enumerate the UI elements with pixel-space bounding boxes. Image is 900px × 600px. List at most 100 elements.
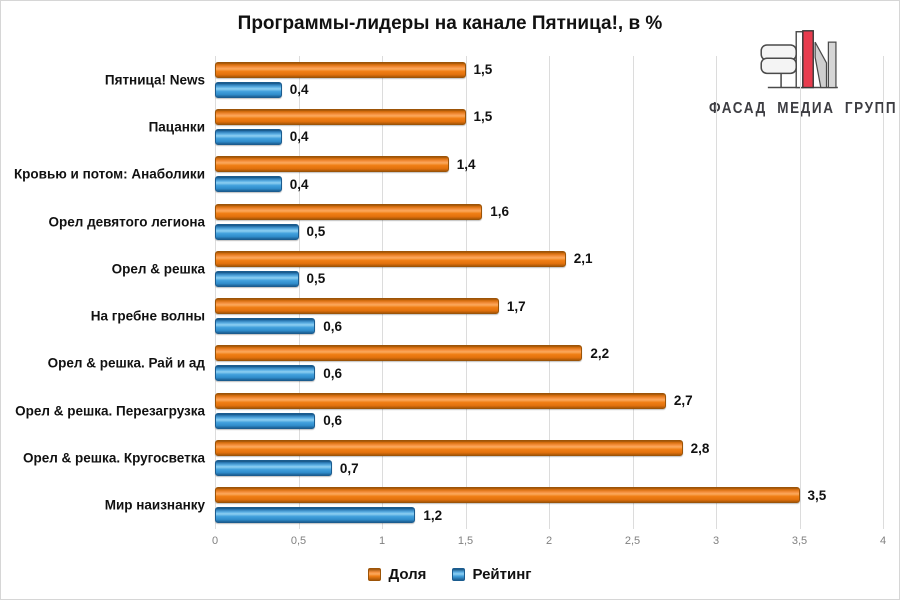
legend-swatch-share xyxy=(368,567,382,581)
bar-line: 2,7 xyxy=(215,392,883,409)
bar-line: 1,5 xyxy=(215,108,883,125)
logo-text: ФАСАД МЕДИА ГРУПП xyxy=(709,99,898,117)
category-label: Орел & решка. Рай и ад xyxy=(47,355,205,371)
rating-bar xyxy=(215,412,316,429)
share-bar xyxy=(215,250,566,267)
x-tick-label: 0 xyxy=(211,535,219,547)
category-label: Пятница! News xyxy=(104,72,205,88)
bar-group: Пятница! News 1,5 0,4 xyxy=(105,56,883,103)
x-tick-label: 3,5 xyxy=(791,535,808,547)
bar-line: 0,6 xyxy=(215,365,883,382)
gridline xyxy=(883,56,884,529)
x-axis: 0 0,5 1 1,5 2 2,5 3 3,5 4 xyxy=(211,535,887,551)
bar-line: 1,5 xyxy=(215,61,883,78)
value-label: 1,5 xyxy=(473,109,493,125)
bar-line: 2,8 xyxy=(215,440,883,457)
value-label: 1,4 xyxy=(456,156,476,172)
rating-bar xyxy=(215,318,316,335)
legend-label-share: Доля xyxy=(388,565,427,583)
category-label: Орел & решка. Кругосветка xyxy=(22,450,205,466)
bar-group: Кровью и потом: Анаболики 1,4 0,4 xyxy=(14,151,883,198)
gridline xyxy=(215,56,216,529)
plot-area: Пятница! News 1,5 0,4 Пацанки 1,5 0,4 Кровью и… xyxy=(14,56,884,529)
category-label: Пацанки xyxy=(148,119,205,135)
bar-line: 0,5 xyxy=(215,223,883,240)
gridline xyxy=(465,56,467,529)
x-tick-label: 4 xyxy=(879,535,887,547)
legend-label-rating: Рейтинг xyxy=(472,565,532,583)
category-label: Орел & решка. Перезагрузка xyxy=(15,403,205,419)
category-label: Мир наизнанку xyxy=(104,497,205,513)
legend-swatch-rating xyxy=(452,567,466,581)
gridline xyxy=(632,56,634,529)
bar-group: Орел & решка. Перезагрузка 2,7 0,6 xyxy=(15,387,883,434)
gridline xyxy=(382,56,383,529)
x-tick-label: 1,5 xyxy=(457,535,474,547)
share-bar xyxy=(215,487,800,504)
x-tick-label: 3 xyxy=(712,535,720,547)
legend-item-share: Доля xyxy=(368,566,426,583)
bar-group: Орел девятого легиона 1,6 0,5 xyxy=(48,198,883,245)
bar-line: 3,5 xyxy=(215,487,883,504)
category-label: Орел & решка xyxy=(111,261,205,277)
bar-group: Орел & решка. Рай и ад 2,2 0,6 xyxy=(48,340,883,387)
value-label: 1,5 xyxy=(473,62,493,78)
legend-item-rating: Рейтинг xyxy=(452,565,532,583)
share-bar xyxy=(215,345,583,362)
rating-bar xyxy=(215,81,282,98)
bar-group: Орел & решка 2,1 0,5 xyxy=(112,245,883,292)
category-label: Кровью и потом: Анаболики xyxy=(13,166,205,182)
bar-line: 0,7 xyxy=(215,460,883,477)
rating-bar xyxy=(215,223,299,240)
value-label: 0,6 xyxy=(323,413,342,429)
value-label: 0,4 xyxy=(289,82,309,98)
value-label: 2,2 xyxy=(590,345,610,361)
bar-line: 1,2 xyxy=(215,507,883,524)
bar-group: Пацанки 1,5 0,4 xyxy=(149,103,883,150)
value-label: 0,4 xyxy=(289,176,309,192)
chart-title: Программы-лидеры на канале Пятница!, в % xyxy=(237,13,663,34)
value-label: 3,5 xyxy=(807,487,827,503)
bar-group: Мир наизнанку 3,5 1,2 xyxy=(105,482,883,529)
x-tick-label: 2 xyxy=(545,535,553,547)
gridline xyxy=(716,56,717,529)
share-bar xyxy=(215,156,449,173)
value-label: 0,5 xyxy=(306,271,326,287)
bar-line: 1,7 xyxy=(215,298,883,315)
value-label: 1,2 xyxy=(423,507,443,523)
bar-line: 0,4 xyxy=(215,81,883,98)
gridline xyxy=(298,56,300,529)
value-label: 0,7 xyxy=(339,460,359,476)
share-bar xyxy=(215,108,466,125)
value-label: 2,8 xyxy=(690,440,710,456)
bar-line: 1,4 xyxy=(215,156,883,173)
bar-line: 1,6 xyxy=(215,203,883,220)
category-label: Орел девятого легиона xyxy=(48,214,205,230)
bar-line: 0,4 xyxy=(215,128,883,145)
x-tick-label: 0,5 xyxy=(290,535,307,547)
gridline xyxy=(799,56,801,529)
value-label: 2,7 xyxy=(673,393,693,409)
gridline xyxy=(549,56,550,529)
share-bar xyxy=(215,203,483,220)
x-tick-label: 1 xyxy=(378,535,386,547)
bar-line: 2,2 xyxy=(215,345,883,362)
bar-line: 0,4 xyxy=(215,176,883,193)
share-bar xyxy=(215,440,683,457)
value-label: 0,6 xyxy=(323,365,342,381)
bar-line: 2,1 xyxy=(215,250,883,267)
rating-bar xyxy=(215,507,416,524)
bar-group: Орел & решка. Кругосветка 2,8 0,7 xyxy=(23,434,883,481)
value-label: 2,1 xyxy=(573,251,593,267)
value-label: 0,6 xyxy=(323,318,342,334)
bar-line: 0,6 xyxy=(215,412,883,429)
value-label: 0,5 xyxy=(306,224,326,240)
value-label: 0,4 xyxy=(289,129,309,145)
bar-line: 0,6 xyxy=(215,318,883,335)
share-bar xyxy=(215,61,466,78)
value-label: 1,6 xyxy=(490,204,509,220)
legend: Доля Рейтинг xyxy=(1,562,899,586)
share-bar xyxy=(215,298,499,315)
value-label: 1,7 xyxy=(506,298,526,314)
rating-bar xyxy=(215,365,316,382)
